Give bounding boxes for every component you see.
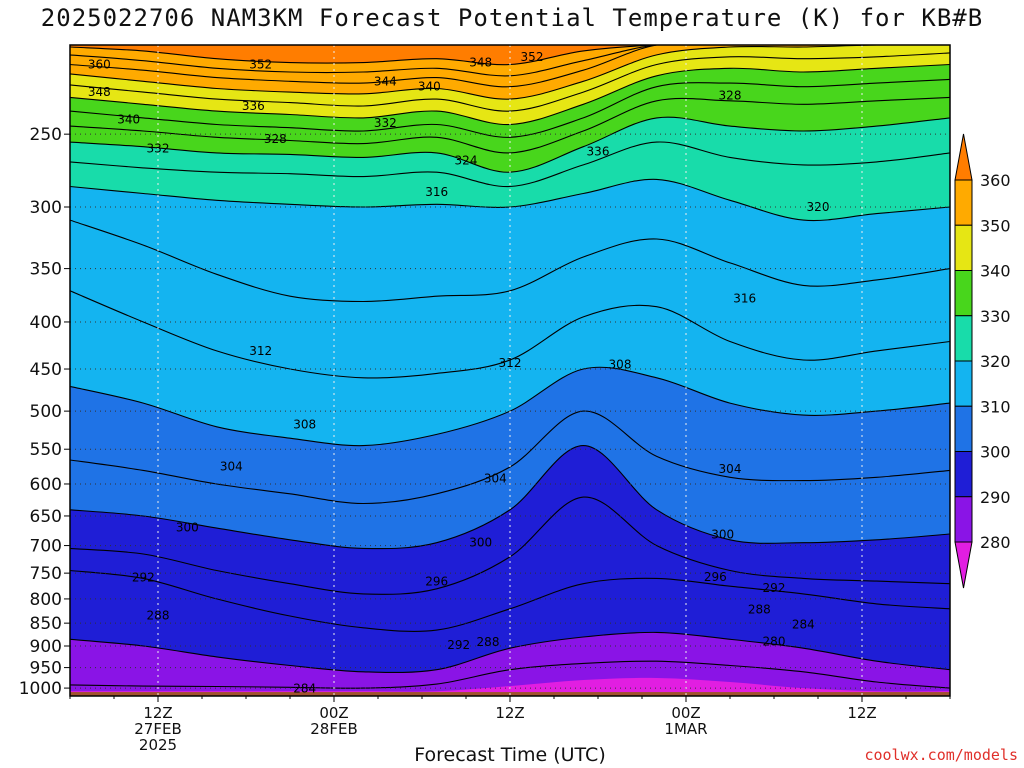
colorbar-label-330: 330 — [980, 307, 1011, 326]
contour-label-5: 344 — [374, 74, 397, 88]
colorbar-box-290 — [954, 451, 973, 498]
y-tick-label-250: 250 — [30, 125, 62, 145]
colorbar-label-280: 280 — [980, 533, 1011, 552]
contour-label-15: 316 — [425, 185, 448, 199]
x-tick-label-30-0: 12Z — [495, 704, 524, 722]
colorbar-label-350: 350 — [980, 216, 1011, 235]
y-tick-label-550: 550 — [30, 440, 62, 460]
x-tick-label-6-0: 12Z — [143, 704, 172, 722]
contour-label-8: 340 — [117, 113, 140, 127]
colorbar-label-340: 340 — [980, 262, 1011, 281]
isentrope-288 — [70, 631, 950, 674]
y-tick-label-850: 850 — [30, 614, 62, 634]
colorbar-label-320: 320 — [980, 352, 1011, 371]
contour-label-19: 312 — [499, 356, 522, 370]
isentrope-292 — [70, 569, 950, 633]
contour-label-9: 328 — [264, 132, 287, 146]
y-tick-label-350: 350 — [30, 260, 62, 280]
contour-label-2: 348 — [469, 56, 492, 70]
credit-link[interactable]: coolwx.com/models — [864, 746, 1018, 764]
colorbar-label-300: 300 — [980, 443, 1011, 462]
isentrope-324 — [70, 141, 950, 188]
y-tick-label-650: 650 — [30, 507, 62, 527]
colorbar-label-290: 290 — [980, 488, 1011, 507]
x-tick-label-18-0: 00Z — [319, 704, 348, 722]
contour-label-14: 328 — [719, 89, 742, 103]
contour-label-21: 308 — [293, 417, 316, 431]
x-tick-label-42-0: 00Z — [671, 704, 700, 722]
colorbar-bottom-arrow — [954, 541, 973, 589]
y-tick-label-950: 950 — [30, 659, 62, 679]
contour-label-28: 292 — [132, 570, 155, 584]
contour-label-1: 352 — [249, 57, 272, 71]
colorbar-box-330 — [954, 270, 973, 317]
plot-area: 360 352 348 352 348 344 340 336 340 328 332 332 324 3… — [70, 45, 950, 696]
colorbar-box-350 — [954, 179, 973, 226]
y-tick-label-300: 300 — [30, 198, 62, 218]
isentrope-336 — [70, 78, 950, 138]
contour-label-7: 336 — [242, 99, 265, 113]
x-tick-label-54-0: 12Z — [847, 704, 876, 722]
contour-label-34: 284 — [792, 618, 815, 632]
y-tick-label-900: 900 — [30, 637, 62, 657]
isentrope-316 — [70, 219, 950, 303]
isentrope-332 — [70, 96, 950, 154]
contour-label-38: 284 — [293, 681, 316, 695]
contour-label-11: 332 — [147, 141, 170, 155]
fill-band-280 — [70, 677, 950, 696]
contour-label-10: 332 — [374, 116, 397, 130]
contour-label-36: 292 — [447, 638, 470, 652]
x-axis-label: Forecast Time (UTC) — [414, 744, 606, 766]
colorbar-top-arrow — [954, 133, 973, 181]
contour-label-18: 312 — [249, 344, 272, 358]
x-tick-label-18-1: 28FEB — [310, 720, 357, 738]
colorbar-label-360: 360 — [980, 171, 1011, 190]
x-tick-label-6-2: 2025 — [139, 736, 177, 754]
contour-label-35: 280 — [763, 635, 786, 649]
y-tick-label-700: 700 — [30, 537, 62, 557]
isentrope-296 — [70, 496, 950, 595]
colorbar-box-300 — [954, 405, 973, 452]
colorbar-label-310: 310 — [980, 397, 1011, 416]
contour-label-31: 292 — [763, 581, 786, 595]
y-tick-label-450: 450 — [30, 360, 62, 380]
contour-label-20: 308 — [609, 358, 632, 372]
colorbar-box-320 — [954, 315, 973, 362]
contour-label-27: 300 — [711, 528, 734, 542]
y-tick-label-600: 600 — [30, 475, 62, 495]
contour-label-30: 296 — [704, 570, 727, 584]
contour-label-13: 336 — [587, 144, 610, 158]
y-tick-label-1000: 1000 — [19, 679, 62, 699]
contour-label-26: 300 — [469, 536, 492, 550]
contour-label-29: 296 — [425, 575, 448, 589]
colorbar-box-310 — [954, 360, 973, 407]
y-tick-label-750: 750 — [30, 564, 62, 584]
contour-label-25: 300 — [176, 520, 199, 534]
contour-label-4: 348 — [88, 85, 111, 99]
colorbar-box-340 — [954, 224, 973, 271]
x-tick-label-6-1: 27FEB — [134, 720, 181, 738]
contour-label-37: 288 — [477, 635, 500, 649]
isentrope-300 — [70, 445, 950, 550]
contour-label-17: 316 — [733, 291, 756, 305]
y-tick-label-500: 500 — [30, 402, 62, 422]
contour-label-24: 304 — [719, 462, 742, 476]
y-tick-label-800: 800 — [30, 590, 62, 610]
contour-label-22: 304 — [220, 459, 243, 473]
contour-label-33: 288 — [748, 602, 771, 616]
contour-label-16: 320 — [807, 200, 830, 214]
contour-label-23: 304 — [484, 472, 507, 486]
chart-title: 2025022706 NAM3KM Forecast Potential Tem… — [40, 4, 984, 32]
contour-label-0: 360 — [88, 57, 111, 71]
contour-label-32: 288 — [147, 609, 170, 623]
isentrope-312 — [70, 290, 950, 379]
contour-label-6: 340 — [418, 80, 441, 94]
contour-label-12: 324 — [455, 153, 478, 167]
isentrope-352 — [70, 45, 950, 88]
colorbar-box-280 — [954, 496, 973, 543]
y-tick-label-400: 400 — [30, 313, 62, 333]
contour-label-3: 352 — [521, 50, 544, 64]
x-tick-label-42-1: 1MAR — [664, 720, 707, 738]
